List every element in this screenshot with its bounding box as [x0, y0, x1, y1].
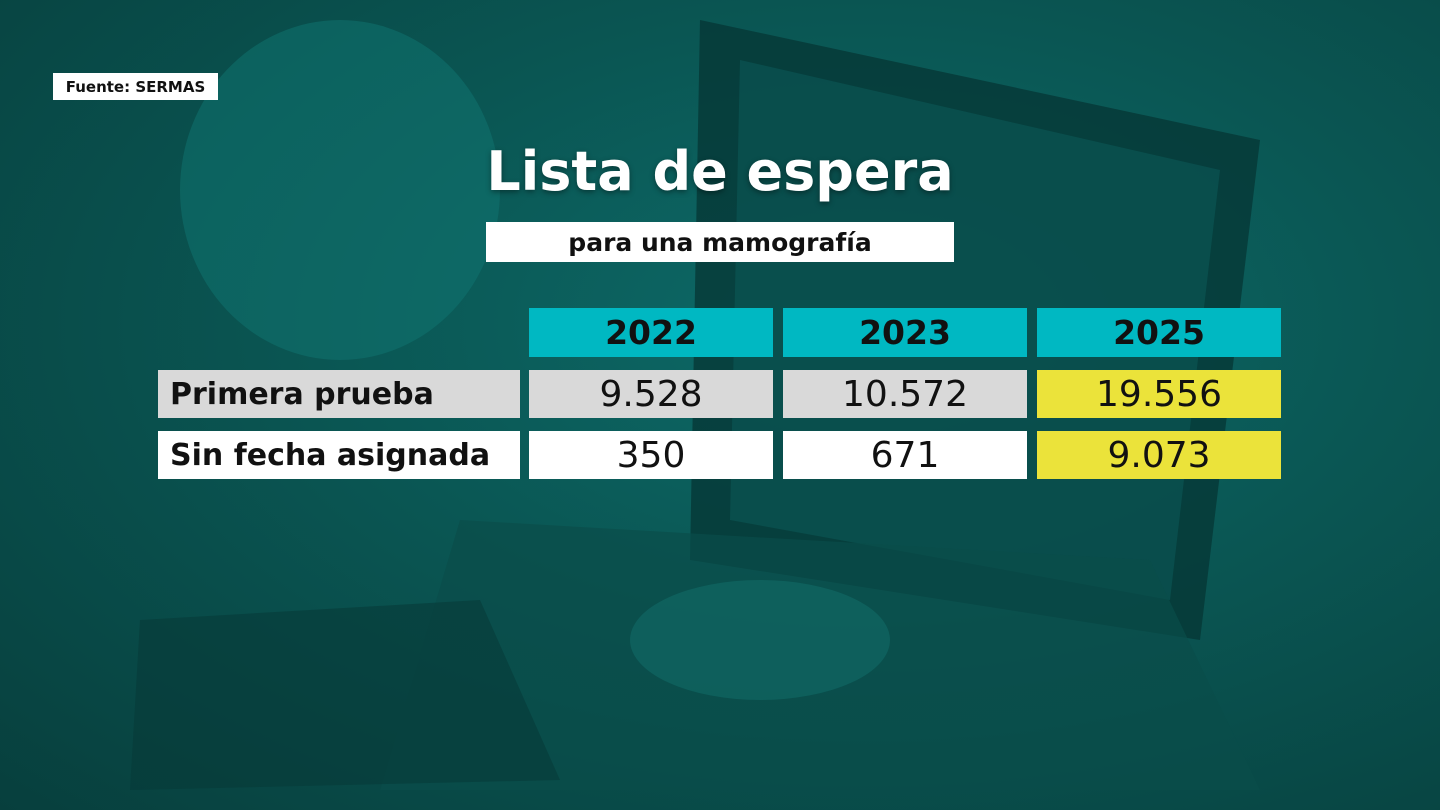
column-header: 2023: [783, 308, 1027, 357]
subtitle: para una mamografía: [486, 222, 954, 262]
title: Lista de espera: [486, 140, 954, 203]
cell-value: 9.528: [529, 370, 773, 418]
source-label: Fuente: SERMAS: [53, 73, 218, 100]
cell-value: 10.572: [783, 370, 1027, 418]
cell-value: 671: [783, 431, 1027, 479]
cell-value: 350: [529, 431, 773, 479]
row-label: Sin fecha asignada: [158, 431, 520, 479]
column-header: 2025: [1037, 308, 1281, 357]
row-label: Primera prueba: [158, 370, 520, 418]
cell-value: 9.073: [1037, 431, 1281, 479]
column-header: 2022: [529, 308, 773, 357]
cell-value: 19.556: [1037, 370, 1281, 418]
